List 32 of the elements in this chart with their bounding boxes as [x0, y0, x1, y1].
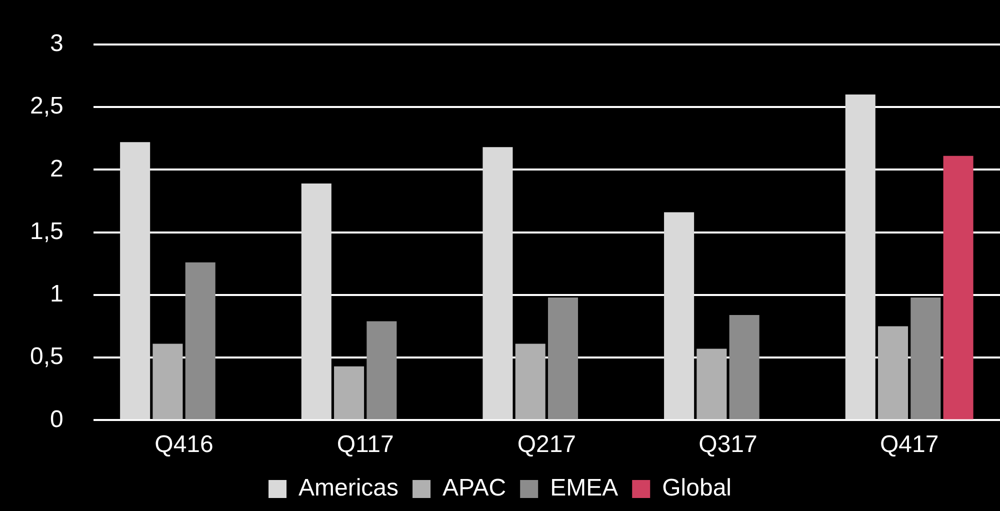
bar — [696, 348, 727, 420]
bar — [185, 262, 216, 420]
y-tick-label: 1 — [50, 280, 64, 308]
x-tick-label: Q217 — [517, 431, 576, 458]
y-tick-label: 2,5 — [30, 92, 64, 120]
legend-label: Global — [662, 474, 732, 502]
bar — [845, 94, 876, 420]
legend-label: EMEA — [550, 474, 618, 502]
y-tick-label: 0,5 — [30, 343, 64, 370]
bar — [878, 326, 908, 420]
bar — [301, 183, 332, 420]
bar — [120, 142, 150, 420]
y-tick-label: 1,5 — [30, 218, 64, 245]
legend-label: Americas — [298, 474, 399, 502]
bar — [910, 297, 941, 420]
x-tick-label: Q117 — [336, 431, 394, 458]
x-tick-label: Q416 — [154, 431, 214, 458]
bar — [515, 344, 546, 420]
bar — [482, 147, 513, 420]
y-tick-label: 2 — [50, 155, 64, 182]
bar — [366, 321, 397, 420]
y-tick-label: 3 — [50, 30, 64, 58]
legend-label: APAC — [442, 474, 506, 502]
bar — [334, 366, 364, 420]
x-tick-label: Q317 — [698, 431, 758, 458]
x-tick-label: Q417 — [880, 431, 939, 458]
bar — [943, 156, 974, 420]
bar — [729, 314, 760, 420]
bar — [548, 297, 578, 420]
bar — [152, 344, 183, 420]
y-tick-label: 0 — [50, 406, 64, 433]
bar — [664, 212, 694, 420]
